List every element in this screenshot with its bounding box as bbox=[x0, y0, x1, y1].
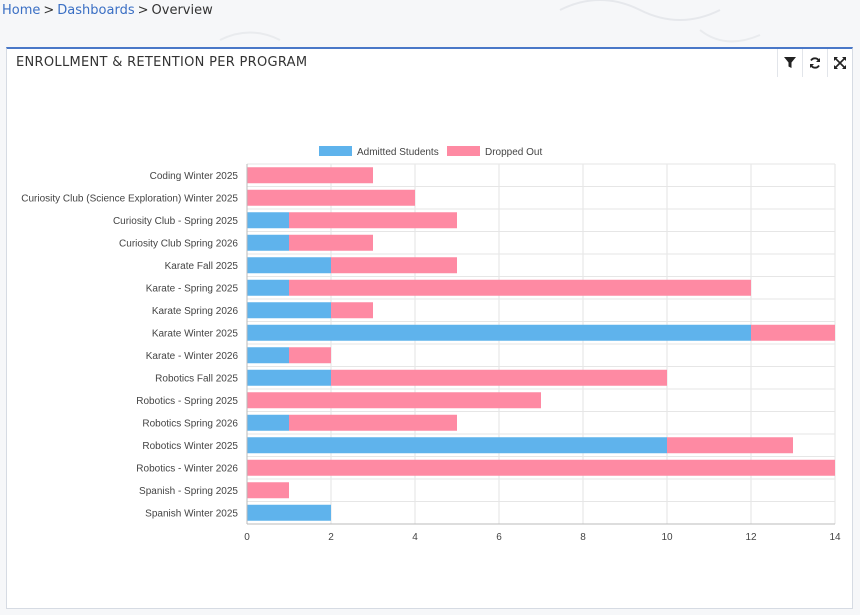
dropped-bar bbox=[289, 212, 457, 229]
category-label: Robotics - Spring 2025 bbox=[136, 396, 238, 407]
admitted-bar bbox=[247, 414, 289, 431]
expand-icon bbox=[834, 57, 846, 69]
x-tick-label: 10 bbox=[661, 532, 673, 543]
dropped-bar bbox=[247, 167, 373, 184]
dropped-bar bbox=[331, 302, 373, 319]
admitted-bar bbox=[247, 302, 331, 319]
admitted-bar bbox=[247, 369, 331, 386]
admitted-bar bbox=[247, 212, 289, 229]
category-label: Karate Fall 2025 bbox=[165, 261, 239, 272]
category-label: Robotics Fall 2025 bbox=[155, 373, 238, 384]
x-tick-label: 0 bbox=[244, 532, 250, 543]
dropped-bar bbox=[289, 347, 331, 364]
dropped-bar bbox=[247, 482, 289, 499]
breadcrumb-dashboards-link[interactable]: Dashboards bbox=[57, 3, 135, 18]
category-label: Coding Winter 2025 bbox=[150, 171, 239, 182]
category-label: Curiosity Club (Science Exploration) Win… bbox=[21, 193, 238, 204]
dropped-bar bbox=[667, 437, 793, 454]
breadcrumb-separator: > bbox=[137, 3, 149, 18]
dropped-bar bbox=[751, 324, 835, 341]
refresh-button[interactable] bbox=[802, 49, 827, 77]
x-tick-label: 14 bbox=[829, 532, 841, 543]
dropped-bar bbox=[247, 189, 415, 206]
panel-toolbar bbox=[777, 49, 852, 77]
panel-title: ENROLLMENT & RETENTION PER PROGRAM bbox=[16, 55, 308, 70]
category-label: Robotics Spring 2026 bbox=[142, 418, 238, 429]
dropped-bar bbox=[289, 279, 751, 296]
dropped-bar bbox=[289, 414, 457, 431]
category-label: Spanish - Spring 2025 bbox=[139, 486, 238, 497]
category-label: Karate - Spring 2025 bbox=[146, 283, 239, 294]
dropped-bar bbox=[247, 392, 541, 409]
dropped-bar bbox=[247, 459, 835, 476]
legend-swatch bbox=[319, 146, 352, 156]
category-label: Curiosity Club Spring 2026 bbox=[119, 238, 238, 249]
admitted-bar bbox=[247, 257, 331, 274]
breadcrumb-current: Overview bbox=[151, 3, 213, 18]
x-tick-label: 8 bbox=[580, 532, 586, 543]
x-tick-label: 12 bbox=[745, 532, 757, 543]
admitted-bar bbox=[247, 437, 667, 454]
admitted-bar bbox=[247, 347, 289, 364]
category-label: Karate Winter 2025 bbox=[152, 328, 239, 339]
chart-panel: ENROLLMENT & RETENTION PER PROGRAM 0 2 4 6 8… bbox=[6, 47, 853, 609]
filter-button[interactable] bbox=[777, 49, 802, 77]
refresh-icon bbox=[810, 57, 820, 69]
legend-swatch bbox=[447, 146, 480, 156]
x-tick-label: 4 bbox=[412, 532, 418, 543]
category-label: Spanish Winter 2025 bbox=[145, 508, 238, 519]
x-tick-label: 6 bbox=[496, 532, 502, 543]
dropped-bar bbox=[331, 369, 667, 386]
category-label: Karate - Winter 2026 bbox=[146, 351, 239, 362]
x-tick-label: 2 bbox=[328, 532, 334, 543]
category-label: Robotics - Winter 2026 bbox=[136, 463, 238, 474]
bar-chart: 0 2 4 6 8 10 12 14 Coding Winter 2025 Curiosity C… bbox=[21, 146, 841, 543]
legend-label: Dropped Out bbox=[485, 147, 542, 158]
expand-button[interactable] bbox=[827, 49, 852, 77]
legend-label: Admitted Students bbox=[357, 147, 439, 158]
admitted-bar bbox=[247, 279, 289, 296]
filter-icon bbox=[784, 57, 796, 68]
admitted-bar bbox=[247, 504, 331, 521]
category-label: Robotics Winter 2025 bbox=[142, 441, 238, 452]
category-label: Curiosity Club - Spring 2025 bbox=[113, 216, 238, 227]
dropped-bar bbox=[289, 234, 373, 251]
breadcrumb: Home > Dashboards > Overview bbox=[2, 3, 213, 18]
breadcrumb-home-link[interactable]: Home bbox=[2, 3, 41, 18]
category-label: Karate Spring 2026 bbox=[152, 306, 239, 317]
dropped-bar bbox=[331, 257, 457, 274]
admitted-bar bbox=[247, 324, 751, 341]
admitted-bar bbox=[247, 234, 289, 251]
breadcrumb-separator: > bbox=[43, 3, 55, 18]
